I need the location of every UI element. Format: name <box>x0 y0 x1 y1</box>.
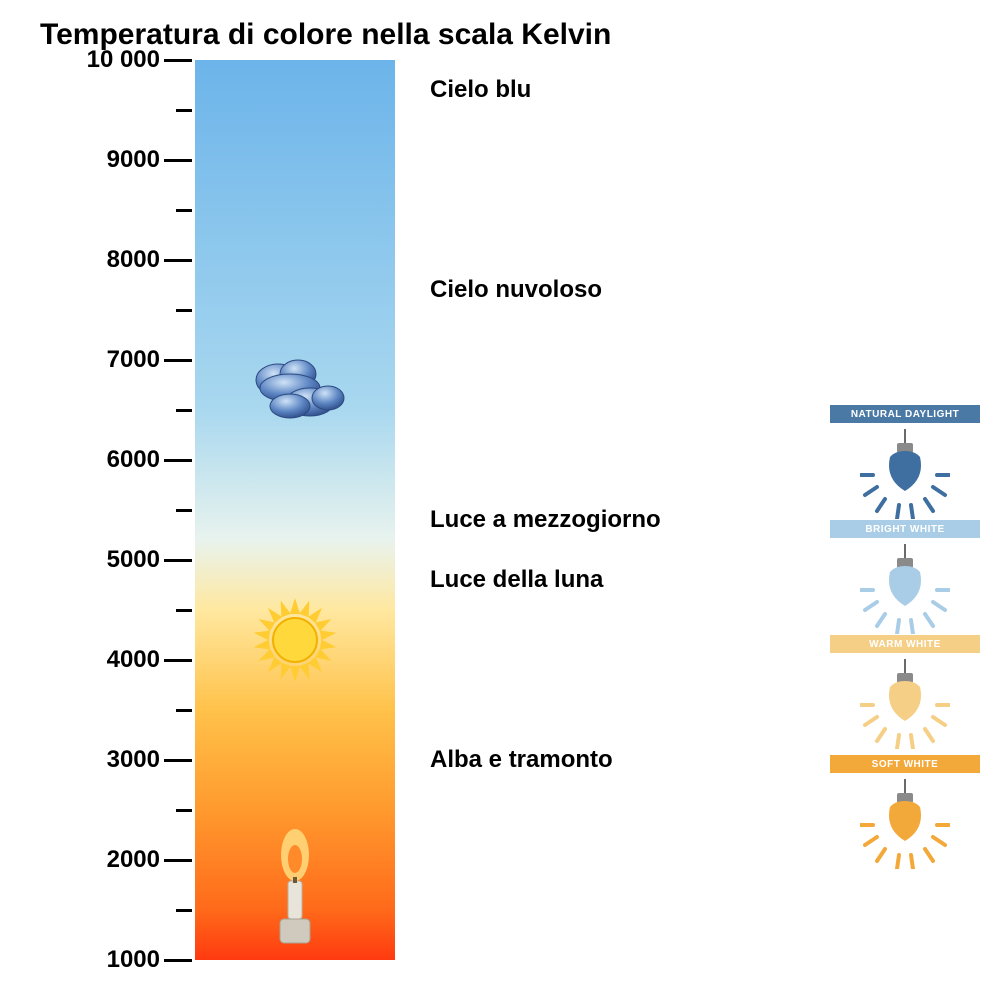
tick-mark-minor <box>176 509 192 512</box>
bulb-icon <box>830 544 980 634</box>
tick-mark-minor <box>176 209 192 212</box>
legend-item: SOFT WHITE <box>830 755 980 869</box>
tick-mark-minor <box>176 709 192 712</box>
scale-description-label: Cielo nuvoloso <box>430 276 602 304</box>
bulb-icon <box>830 429 980 519</box>
scale-description-label: Luce a mezzogiorno <box>430 506 661 534</box>
axis-tick-label: 2000 <box>107 846 160 874</box>
axis-tick-label: 6000 <box>107 446 160 474</box>
legend-label-bar: WARM WHITE <box>830 635 980 653</box>
legend-label-bar: SOFT WHITE <box>830 755 980 773</box>
tick-mark-minor <box>176 309 192 312</box>
tick-mark-major <box>164 859 192 862</box>
tick-mark-major <box>164 459 192 462</box>
tick-mark-major <box>164 559 192 562</box>
axis-tick-label: 5000 <box>107 546 160 574</box>
tick-mark-minor <box>176 109 192 112</box>
tick-mark-minor <box>176 609 192 612</box>
sun-icon <box>245 590 345 690</box>
scale-description-label: Alba e tramonto <box>430 746 613 774</box>
legend-label-bar: NATURAL DAYLIGHT <box>830 405 980 423</box>
tick-mark-major <box>164 659 192 662</box>
axis-tick-label: 3000 <box>107 746 160 774</box>
tick-mark-major <box>164 259 192 262</box>
legend-item: WARM WHITE <box>830 635 980 749</box>
tick-mark-major <box>164 59 192 62</box>
tick-mark-major <box>164 159 192 162</box>
tick-mark-minor <box>176 909 192 912</box>
bulb-icon <box>830 779 980 869</box>
scale-description-label: Cielo blu <box>430 76 531 104</box>
legend-item: BRIGHT WHITE <box>830 520 980 634</box>
clouds-icon <box>240 350 350 430</box>
legend-item: NATURAL DAYLIGHT <box>830 405 980 519</box>
tick-mark-minor <box>176 809 192 812</box>
legend-label-bar: BRIGHT WHITE <box>830 520 980 538</box>
candle-icon <box>260 825 330 955</box>
axis-tick-label: 4000 <box>107 646 160 674</box>
scale-description-label: Luce della luna <box>430 566 603 594</box>
axis-tick-label: 8000 <box>107 246 160 274</box>
axis-tick-label: 7000 <box>107 346 160 374</box>
bulb-icon <box>830 659 980 749</box>
tick-mark-major <box>164 959 192 962</box>
axis-tick-label: 10 000 <box>87 46 160 74</box>
tick-mark-minor <box>176 409 192 412</box>
axis-tick-label: 9000 <box>107 146 160 174</box>
axis-tick-label: 1000 <box>107 946 160 974</box>
tick-mark-major <box>164 759 192 762</box>
tick-mark-major <box>164 359 192 362</box>
